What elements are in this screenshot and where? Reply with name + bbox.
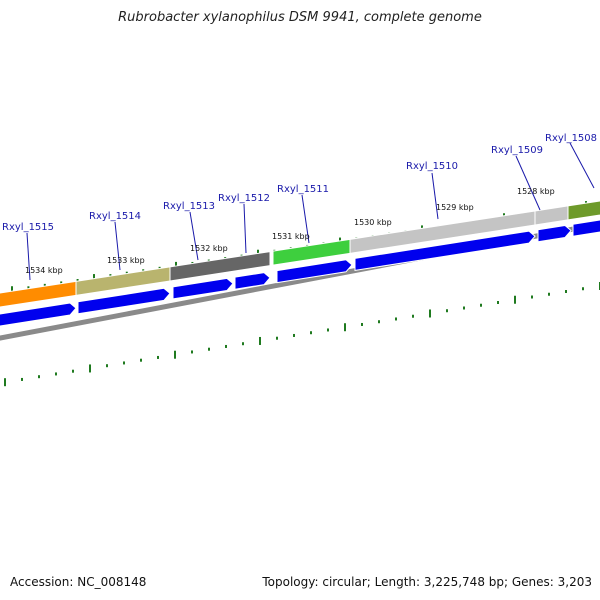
leader-line — [515, 155, 541, 211]
genome-summary: Topology: circular; Length: 3,225,748 bp… — [262, 575, 592, 589]
kbp-label: 1531 kbp — [272, 232, 310, 241]
kbp-label: 1533 kbp — [107, 256, 145, 265]
kbp-label: 1530 kbp — [354, 218, 392, 227]
leader-line — [431, 172, 439, 220]
cds-arrow — [537, 224, 572, 243]
inner-tick-row — [4, 282, 600, 387]
feature-block — [169, 251, 271, 282]
cds-track — [0, 219, 600, 327]
gene-label-rxyl-1515[interactable]: Rxyl_1515 — [2, 222, 54, 233]
kbp-label: 1532 kbp — [190, 244, 228, 253]
feature-block — [567, 200, 600, 221]
kbp-label: 1534 kbp — [25, 266, 63, 275]
leader-line — [243, 203, 247, 254]
kbp-label: 1528 kbp — [517, 187, 555, 196]
accession-label: Accession: NC_008148 — [10, 575, 147, 589]
gene-label-rxyl-1510[interactable]: Rxyl_1510 — [406, 161, 458, 172]
gene-label-rxyl-1509[interactable]: Rxyl_1509 — [491, 145, 543, 156]
gene-label-rxyl-1508[interactable]: Rxyl_1508 — [545, 133, 597, 144]
leader-line — [114, 221, 121, 271]
gene-label-rxyl-1512[interactable]: Rxyl_1512 — [218, 193, 270, 204]
cds-arrow — [172, 277, 234, 300]
map-title: Rubrobacter xylanophilus DSM 9941, compl… — [118, 10, 482, 25]
leader-line — [189, 211, 199, 261]
colored-feature-track — [0, 200, 600, 308]
cds-arrow — [0, 302, 77, 327]
cds-arrow — [572, 219, 600, 237]
cds-arrow — [234, 272, 271, 290]
leader-line — [569, 142, 595, 189]
leader-line — [301, 194, 310, 244]
leader-line — [26, 232, 31, 281]
kbp-label: 1529 kbp — [436, 203, 474, 212]
gene-label-rxyl-1511[interactable]: Rxyl_1511 — [277, 184, 329, 195]
gene-label-rxyl-1513[interactable]: Rxyl_1513 — [163, 201, 215, 212]
gene-label-rxyl-1514[interactable]: Rxyl_1514 — [89, 211, 141, 222]
gene-label-leaders — [26, 142, 595, 281]
cds-arrow — [354, 230, 536, 271]
cds-arrow — [77, 287, 171, 315]
cds-arrow — [276, 259, 353, 284]
